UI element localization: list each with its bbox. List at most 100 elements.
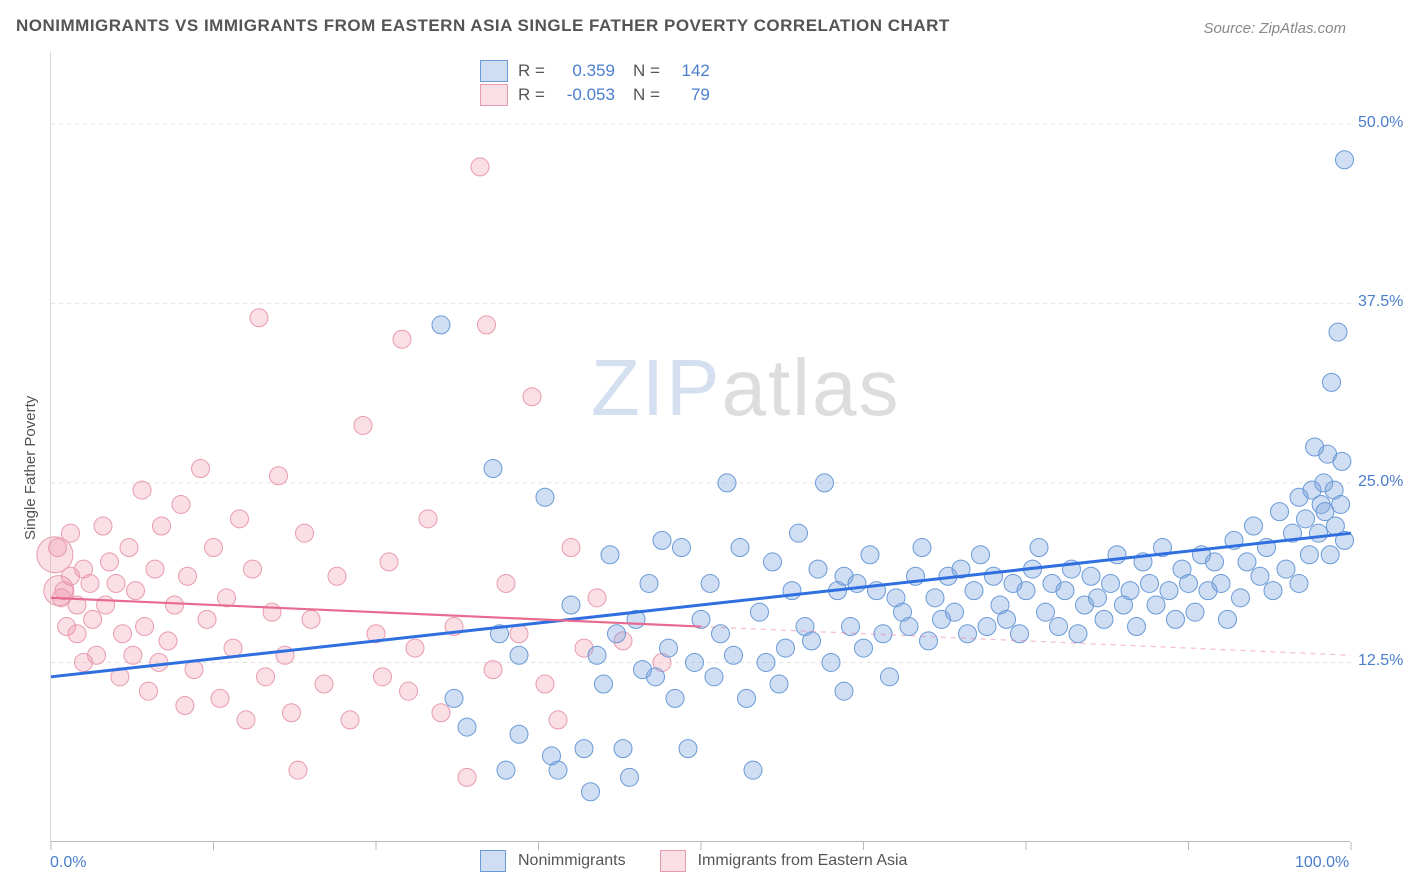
data-point xyxy=(855,639,873,657)
data-point xyxy=(790,524,808,542)
data-point xyxy=(978,618,996,636)
data-point xyxy=(1251,567,1269,585)
data-point xyxy=(231,510,249,528)
data-point xyxy=(1245,517,1263,535)
data-point xyxy=(822,653,840,671)
data-point xyxy=(88,646,106,664)
data-point xyxy=(302,610,320,628)
data-point xyxy=(1232,589,1250,607)
data-point xyxy=(575,740,593,758)
data-point xyxy=(328,567,346,585)
data-point xyxy=(686,653,704,671)
data-point xyxy=(257,668,275,686)
data-point xyxy=(218,589,236,607)
data-point xyxy=(478,316,496,334)
data-point xyxy=(127,582,145,600)
data-point xyxy=(1050,618,1068,636)
data-point xyxy=(1095,610,1113,628)
data-point xyxy=(497,761,515,779)
data-point xyxy=(68,625,86,643)
data-point xyxy=(523,388,541,406)
data-point xyxy=(1219,610,1237,628)
source-label: Source: ZipAtlas.com xyxy=(1203,20,1346,37)
data-point xyxy=(62,524,80,542)
data-point xyxy=(1160,582,1178,600)
data-point xyxy=(484,661,502,679)
data-point xyxy=(393,330,411,348)
data-point xyxy=(608,625,626,643)
plot-area: ZIPatlas xyxy=(50,52,1350,842)
data-point xyxy=(81,574,99,592)
data-point xyxy=(588,646,606,664)
data-point xyxy=(757,653,775,671)
data-point xyxy=(998,610,1016,628)
data-point xyxy=(211,689,229,707)
data-point xyxy=(660,639,678,657)
data-point xyxy=(205,539,223,557)
data-point xyxy=(133,481,151,499)
n-label: N = xyxy=(633,61,660,81)
data-point xyxy=(900,618,918,636)
data-point xyxy=(510,725,528,743)
data-point xyxy=(614,740,632,758)
data-point xyxy=(926,589,944,607)
data-point xyxy=(341,711,359,729)
data-point xyxy=(1264,582,1282,600)
data-point xyxy=(1321,546,1339,564)
data-point xyxy=(835,682,853,700)
data-point xyxy=(718,474,736,492)
data-point xyxy=(881,668,899,686)
stat-legend: R =0.359N =142R =-0.053N =79 xyxy=(470,55,720,111)
data-point xyxy=(959,625,977,643)
data-point xyxy=(1069,625,1087,643)
data-point xyxy=(192,460,210,478)
data-point xyxy=(972,546,990,564)
data-point xyxy=(1290,574,1308,592)
data-point xyxy=(120,539,138,557)
y-axis-label: Single Father Poverty xyxy=(22,396,39,540)
data-point xyxy=(744,761,762,779)
data-point xyxy=(913,539,931,557)
data-point xyxy=(621,768,639,786)
data-point xyxy=(1082,567,1100,585)
legend-swatch xyxy=(660,850,686,872)
data-point xyxy=(1271,503,1289,521)
data-point xyxy=(1017,582,1035,600)
data-point xyxy=(270,467,288,485)
data-point xyxy=(1329,323,1347,341)
data-point xyxy=(679,740,697,758)
data-point xyxy=(263,603,281,621)
data-point xyxy=(250,309,268,327)
data-point xyxy=(588,589,606,607)
data-point xyxy=(1147,596,1165,614)
data-point xyxy=(97,596,115,614)
data-point xyxy=(536,675,554,693)
data-point xyxy=(380,553,398,571)
data-point xyxy=(946,603,964,621)
n-label: N = xyxy=(633,85,660,105)
data-point xyxy=(374,668,392,686)
data-point xyxy=(1056,582,1074,600)
data-point xyxy=(1297,510,1315,528)
data-point xyxy=(1212,574,1230,592)
data-point xyxy=(536,488,554,506)
data-point xyxy=(1300,546,1318,564)
data-point xyxy=(751,603,769,621)
chart-title: NONIMMIGRANTS VS IMMIGRANTS FROM EASTERN… xyxy=(16,16,950,36)
data-point xyxy=(562,596,580,614)
data-point xyxy=(283,704,301,722)
data-point xyxy=(136,618,154,636)
data-point xyxy=(673,539,691,557)
data-point xyxy=(458,718,476,736)
data-point xyxy=(244,560,262,578)
data-point xyxy=(549,761,567,779)
data-point xyxy=(647,668,665,686)
data-point xyxy=(731,539,749,557)
data-point xyxy=(419,510,437,528)
data-point xyxy=(400,682,418,700)
data-point xyxy=(803,632,821,650)
data-point xyxy=(150,653,168,671)
plot-svg xyxy=(51,52,1350,841)
data-point xyxy=(705,668,723,686)
chart-container: { "title": "NONIMMIGRANTS VS IMMIGRANTS … xyxy=(0,0,1406,892)
